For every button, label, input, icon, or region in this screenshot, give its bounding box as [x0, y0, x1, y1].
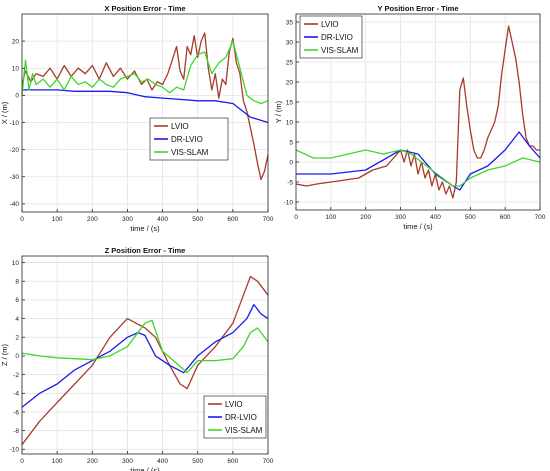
- legend-label: VIS-SLAM: [225, 426, 263, 435]
- legend-label: DR-LVIO: [321, 33, 353, 42]
- x-tick-label: 700: [263, 458, 274, 465]
- y-axis-label: Y / (m): [274, 100, 283, 123]
- x-tick-label: 600: [227, 216, 238, 223]
- y-tick-label: 20: [286, 79, 294, 86]
- legend-label: LVIO: [225, 400, 243, 409]
- x-tick-label: 400: [157, 458, 168, 465]
- y-tick-label: -10: [284, 199, 294, 206]
- y-tick-label: 2: [15, 335, 19, 342]
- x-tick-label: 700: [263, 216, 274, 223]
- x-tick-label: 600: [500, 214, 511, 221]
- series-line-vis-slam: [21, 319, 269, 374]
- y-tick-label: -10: [10, 120, 20, 127]
- y-tick-label: 15: [286, 99, 294, 106]
- y-tick-label: 8: [15, 279, 19, 286]
- x-axis-label: time / (s): [130, 224, 160, 233]
- x-tick-label: 100: [52, 458, 63, 465]
- y-tick-label: -30: [10, 174, 20, 181]
- legend-label: VIS-SLAM: [321, 46, 359, 55]
- y-tick-label: 4: [15, 316, 19, 323]
- x-axis-label: time / (s): [403, 222, 433, 231]
- y-tick-label: 35: [286, 19, 294, 26]
- legend: LVIO DR-LVIO VIS-SLAM: [203, 395, 267, 439]
- chart-title: X Position Error - Time: [104, 4, 185, 13]
- chart-z: 0 100 200 300 400 500 600 700 -10 -8 -6 -4 -2 0 2 4 6 8 10…: [0, 246, 274, 471]
- legend: LVIO DR-LVIO VIS-SLAM: [299, 15, 363, 59]
- x-tick-label: 200: [360, 214, 371, 221]
- chart-title: Y Position Error - Time: [378, 4, 459, 13]
- y-tick-label: -5: [287, 179, 293, 186]
- x-tick-label: 0: [20, 216, 24, 223]
- x-tick-label: 100: [52, 216, 63, 223]
- y-tick-label: 10: [286, 119, 294, 126]
- series-line-dr-lvio: [21, 303, 269, 408]
- x-tick-label: 0: [20, 458, 24, 465]
- legend-box: [299, 15, 363, 59]
- series-line-dr-lvio: [296, 131, 541, 191]
- plot-area: [22, 14, 268, 212]
- x-axis-label: time / (s): [130, 466, 160, 471]
- y-tick-label: 6: [15, 297, 19, 304]
- y-tick-label: 5: [289, 139, 293, 146]
- x-tick-label: 500: [192, 458, 203, 465]
- x-tick-label: 500: [465, 214, 476, 221]
- legend-label: VIS-SLAM: [171, 148, 209, 157]
- chart-x: 0 100 200 300 400 500 600 700 -40 -30 -20 -10 0 10 20 X…: [0, 4, 274, 233]
- axes-frame: [21, 255, 269, 455]
- y-tick-label: -6: [13, 409, 19, 416]
- y-tick-label: -2: [13, 372, 19, 379]
- series-line-vis-slam: [295, 149, 541, 187]
- y-tick-label: 10: [12, 66, 20, 73]
- y-axis-label: X / (m): [0, 101, 9, 124]
- series-line-dr-lvio: [22, 89, 269, 124]
- x-tick-label: 200: [87, 458, 98, 465]
- x-tick-label: 300: [395, 214, 406, 221]
- y-axis-label: Z / (m): [0, 343, 9, 366]
- y-tick-label: -8: [13, 428, 19, 435]
- legend: LVIO DR-LVIO VIS-SLAM: [149, 117, 229, 161]
- y-tick-label: -20: [10, 147, 20, 154]
- series-line-vis-slam: [21, 40, 269, 105]
- legend-label: DR-LVIO: [171, 135, 203, 144]
- x-tick-label: 300: [122, 216, 133, 223]
- legend-label: LVIO: [171, 122, 189, 131]
- x-tick-label: 0: [294, 214, 298, 221]
- x-tick-label: 500: [192, 216, 203, 223]
- legend-label: DR-LVIO: [225, 413, 257, 422]
- y-tick-label: -40: [10, 201, 20, 208]
- y-tick-label: 20: [12, 38, 20, 45]
- x-tick-label: 600: [227, 458, 238, 465]
- y-tick-label: 0: [289, 159, 293, 166]
- y-tick-label: -10: [10, 447, 20, 454]
- axes-frame: [295, 13, 541, 211]
- chart-y: 0 100 200 300 400 500 600 700 -10 -5 0 5 10 15 20 25 30 3…: [274, 4, 546, 231]
- x-tick-label: 400: [157, 216, 168, 223]
- x-tick-label: 200: [87, 216, 98, 223]
- y-tick-label: 25: [286, 59, 294, 66]
- series-line-lvio: [295, 25, 540, 199]
- y-tick-label: -4: [13, 391, 19, 398]
- x-tick-label: 700: [535, 214, 546, 221]
- x-tick-label: 400: [430, 214, 441, 221]
- axes-frame: [21, 13, 269, 213]
- x-tick-label: 100: [325, 214, 336, 221]
- y-tick-label: 30: [286, 39, 294, 46]
- y-tick-label: 0: [15, 353, 19, 360]
- y-tick-label: 10: [12, 260, 20, 267]
- chart-title: Z Position Error - Time: [105, 246, 186, 255]
- series-line-lvio: [21, 32, 269, 181]
- y-tick-label: 0: [15, 93, 19, 100]
- x-tick-label: 300: [122, 458, 133, 465]
- legend-label: LVIO: [321, 20, 339, 29]
